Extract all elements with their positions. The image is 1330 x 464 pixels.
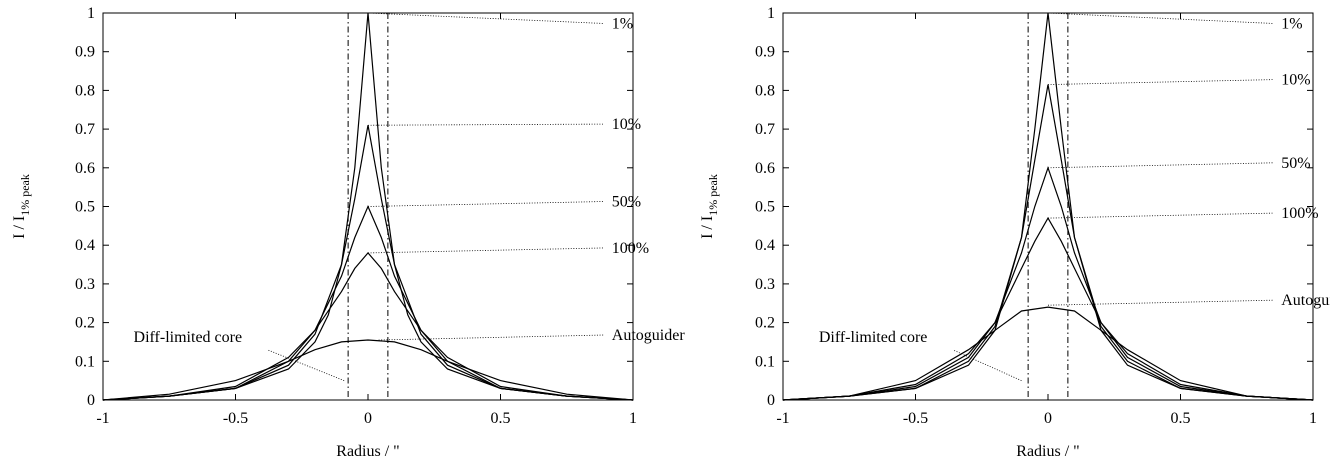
x-axis-label: Radius / " [1016,443,1079,460]
y-axis-label-main: I / I [11,216,28,239]
series-100pct [782,216,1314,401]
y-tick-label: 0.6 [75,160,95,177]
y-tick-label: 0.8 [75,82,95,99]
annotation-leader [367,201,604,207]
x-tick-label: 0 [1044,410,1052,427]
annotation-label: 100% [1281,205,1318,222]
series-autoguider [102,339,634,401]
annotation-label: 10% [1281,72,1310,89]
annotation-leader [267,349,345,382]
y-axis-label-subscript: 1% peak [706,174,720,216]
y-tick-label: 0.7 [75,121,95,138]
y-axis-label-main: I / I [699,216,716,239]
annotation-label: 1% [612,15,633,32]
annotation-label: Autoguider [612,327,686,344]
x-tick-label: 0 [364,410,372,427]
annotation-leader [367,123,604,126]
annotation-leader [1047,12,1274,24]
annotation-leader [378,334,604,341]
x-tick-label: -1 [96,410,109,427]
annotation-leader [1047,299,1274,306]
annotation-leader [367,12,604,24]
x-tick-label: 1 [629,410,637,427]
annotation-label: Diff-limited core [819,329,928,346]
annotation-label: 50% [612,194,641,211]
series-10pct [102,125,634,401]
y-tick-label: 0.4 [755,237,775,254]
annotation-label: 100% [612,240,649,257]
y-tick-label: 0.2 [755,315,775,332]
y-tick-label: 0 [87,392,95,409]
annotation-leader [367,247,604,254]
series-100pct [102,251,634,401]
x-tick-label: -0.5 [223,410,248,427]
annotation-label: Autoguider [1281,292,1330,309]
x-tick-label: -0.5 [903,410,928,427]
y-tick-label: 1 [87,5,95,22]
annotation-label: 1% [1281,15,1302,32]
x-tick-label: 0.5 [491,410,511,427]
y-tick-label: 0 [767,392,775,409]
x-tick-label: 0.5 [1171,410,1191,427]
series-50pct [102,204,634,401]
y-tick-label: 0.9 [75,44,95,61]
y-tick-label: 0.5 [755,199,775,216]
y-tick-label: 0.2 [75,315,95,332]
annotation-label: 50% [1281,155,1310,172]
y-tick-label: 0.8 [755,82,775,99]
y-axis-label-subscript: 1% peak [18,174,32,216]
y-tick-label: 0.9 [755,44,775,61]
y-tick-label: 0.7 [755,121,775,138]
chart-panel-left: 0 0.1 0.2 0.3 0.4 0.5 0.6 0.7 0.8 0.9 1 -1 -0.5 0 0.5 1… [11,5,685,460]
y-tick-label: 0.5 [75,199,95,216]
annotation-leader [1047,79,1274,85]
x-tick-label: 1 [1309,410,1317,427]
y-tick-label: 1 [767,5,775,22]
series-10pct [782,84,1314,401]
x-tick-label: -1 [776,410,789,427]
y-tick-label: 0.3 [75,276,95,293]
y-tick-label: 0.3 [755,276,775,293]
annotation-label: Diff-limited core [134,329,243,346]
y-tick-label: 0.1 [755,353,775,370]
chart-panel-right: 0 0.1 0.2 0.3 0.4 0.5 0.6 0.7 0.8 0.9 1 -1 -0.5 0 0.5 1… [699,5,1330,460]
y-tick-label: 0.6 [755,160,775,177]
annotation-leader [952,349,1022,382]
y-axis-label: I / I1% peak [11,174,32,239]
series-autoguider [782,306,1314,401]
x-axis-label: Radius / " [336,443,399,460]
annotation-leader [1047,162,1274,169]
y-tick-label: 0.4 [75,237,95,254]
annotation-leader [1047,212,1274,219]
y-tick-label: 0.1 [75,353,95,370]
series-50pct [782,165,1314,401]
annotation-label: 10% [612,116,641,133]
y-axis-label: I / I1% peak [699,174,720,239]
